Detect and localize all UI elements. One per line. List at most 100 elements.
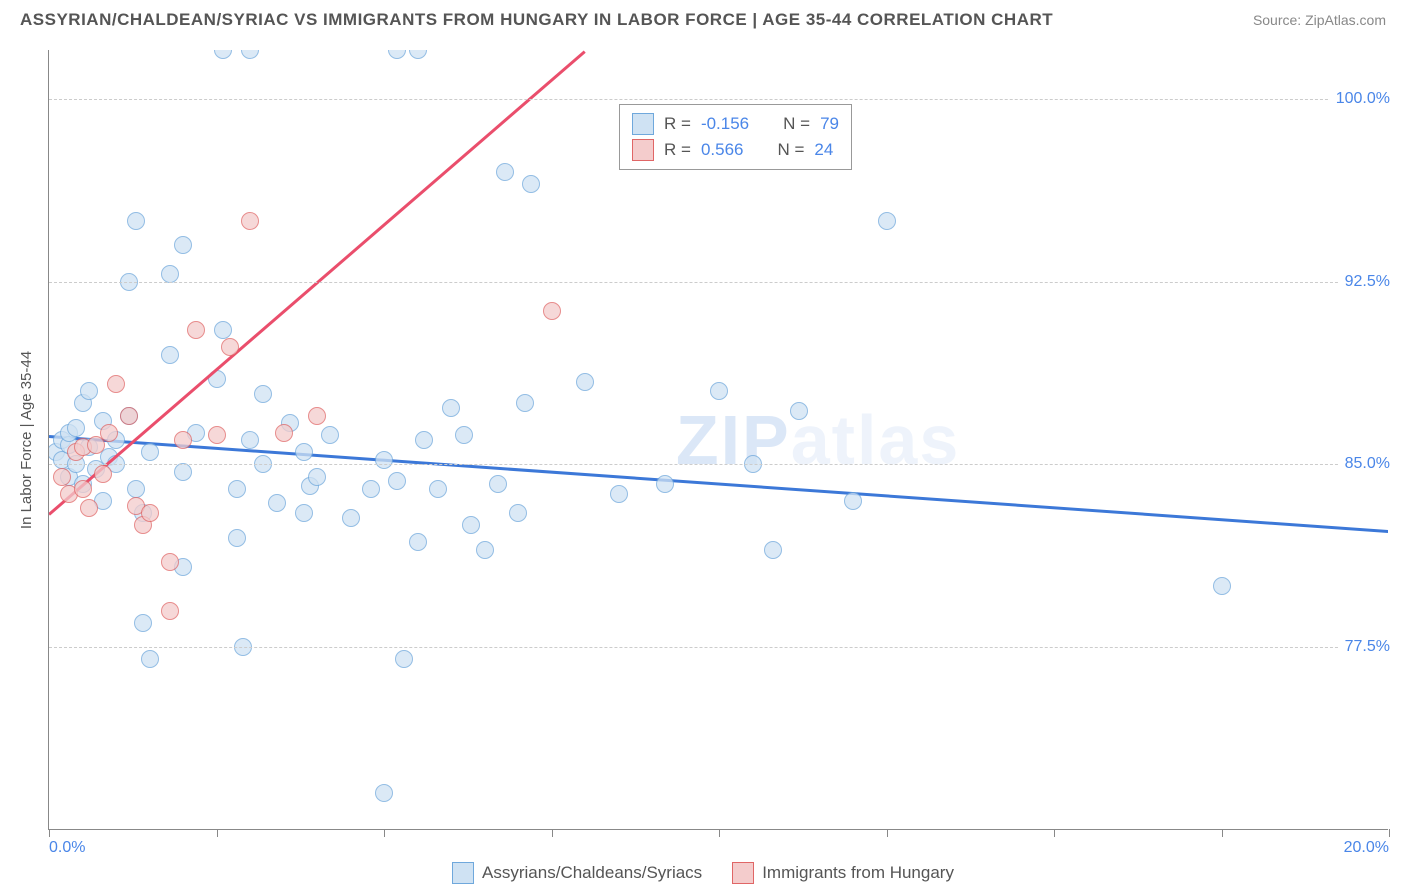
legend-row: R = -0.156N = 79 (632, 111, 839, 137)
data-point (844, 492, 862, 510)
data-point (275, 424, 293, 442)
data-point (161, 265, 179, 283)
data-point (228, 480, 246, 498)
data-point (268, 494, 286, 512)
legend-swatch (732, 862, 754, 884)
data-point (388, 472, 406, 490)
x-tick (1054, 829, 1055, 837)
data-point (308, 407, 326, 425)
data-point (120, 407, 138, 425)
data-point (228, 529, 246, 547)
data-point (462, 516, 480, 534)
data-point (1213, 577, 1231, 595)
y-tick-label: 100.0% (1330, 90, 1390, 108)
data-point (308, 468, 326, 486)
y-tick-label: 85.0% (1339, 455, 1390, 473)
y-axis-label: In Labor Force | Age 35-44 (18, 351, 35, 529)
data-point (656, 475, 674, 493)
y-tick-label: 77.5% (1339, 638, 1390, 656)
data-point (516, 394, 534, 412)
data-point (141, 650, 159, 668)
data-point (80, 499, 98, 517)
data-point (429, 480, 447, 498)
series-name: Immigrants from Hungary (762, 863, 954, 883)
data-point (241, 212, 259, 230)
data-point (53, 468, 71, 486)
x-tick (1222, 829, 1223, 837)
x-tick (384, 829, 385, 837)
data-point (395, 650, 413, 668)
data-point (489, 475, 507, 493)
data-point (67, 419, 85, 437)
x-tick (552, 829, 553, 837)
data-point (254, 385, 272, 403)
data-point (710, 382, 728, 400)
source-label: Source: ZipAtlas.com (1253, 12, 1386, 28)
data-point (141, 443, 159, 461)
gridline (49, 464, 1388, 465)
data-point (321, 426, 339, 444)
legend-swatch (632, 139, 654, 161)
data-point (174, 463, 192, 481)
chart-title: ASSYRIAN/CHALDEAN/SYRIAC VS IMMIGRANTS F… (20, 10, 1053, 30)
data-point (362, 480, 380, 498)
x-tick (49, 829, 50, 837)
data-point (388, 50, 406, 59)
gridline (49, 647, 1388, 648)
data-point (241, 431, 259, 449)
data-point (295, 443, 313, 461)
data-point (790, 402, 808, 420)
series-name: Assyrians/Chaldeans/Syriacs (482, 863, 702, 883)
x-tick (1389, 829, 1390, 837)
y-tick-label: 92.5% (1339, 273, 1390, 291)
data-point (878, 212, 896, 230)
data-point (543, 302, 561, 320)
data-point (187, 321, 205, 339)
data-point (107, 375, 125, 393)
data-point (496, 163, 514, 181)
legend-r-value: 0.566 (701, 140, 744, 160)
data-point (375, 784, 393, 802)
data-point (127, 212, 145, 230)
x-tick (217, 829, 218, 837)
gridline (49, 282, 1388, 283)
data-point (241, 50, 259, 59)
x-tick-label: 0.0% (49, 839, 85, 857)
data-point (94, 465, 112, 483)
data-point (174, 431, 192, 449)
series-legend-item: Immigrants from Hungary (732, 862, 954, 884)
x-tick (887, 829, 888, 837)
series-legend-item: Assyrians/Chaldeans/Syriacs (452, 862, 702, 884)
legend-n-value: 79 (820, 114, 839, 134)
data-point (134, 614, 152, 632)
data-point (100, 424, 118, 442)
data-point (509, 504, 527, 522)
data-point (214, 321, 232, 339)
data-point (522, 175, 540, 193)
data-point (80, 382, 98, 400)
data-point (342, 509, 360, 527)
data-point (174, 236, 192, 254)
legend-row: R = 0.566N = 24 (632, 137, 839, 163)
x-tick (719, 829, 720, 837)
legend-swatch (452, 862, 474, 884)
legend-r-label: R = (664, 114, 691, 134)
data-point (476, 541, 494, 559)
data-point (375, 451, 393, 469)
data-point (127, 480, 145, 498)
data-point (442, 399, 460, 417)
series-legend: Assyrians/Chaldeans/Syriacs Immigrants fr… (0, 862, 1406, 884)
data-point (409, 50, 427, 59)
trend-line (49, 435, 1388, 533)
legend-swatch (632, 113, 654, 135)
legend-n-label: N = (783, 114, 810, 134)
data-point (409, 533, 427, 551)
data-point (141, 504, 159, 522)
data-point (415, 431, 433, 449)
data-point (161, 553, 179, 571)
data-point (161, 602, 179, 620)
data-point (161, 346, 179, 364)
data-point (214, 50, 232, 59)
legend-n-value: 24 (814, 140, 833, 160)
data-point (610, 485, 628, 503)
